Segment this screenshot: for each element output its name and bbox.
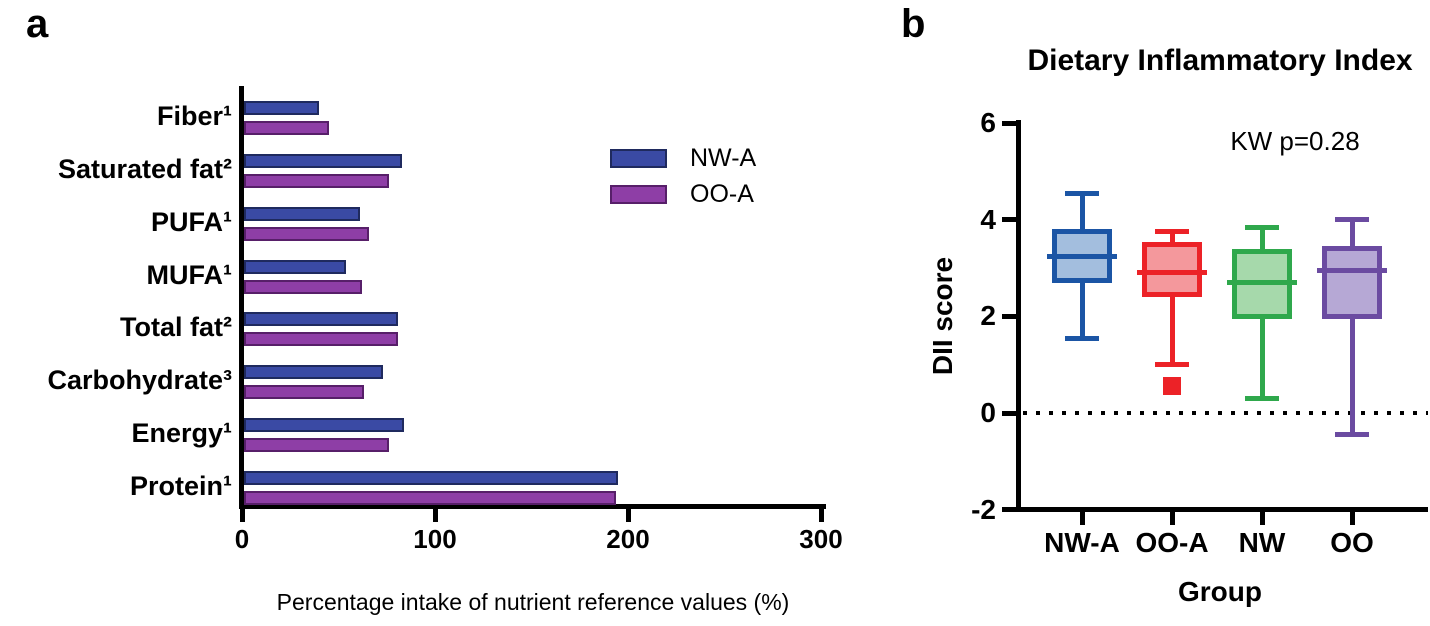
box-oo-a-outlier-0 (1163, 377, 1181, 396)
bar-category-label-carbohydrate: Carbohydrate³ (47, 365, 232, 396)
bar-nw-a-pufa (244, 206, 360, 221)
box-nw-cap-lower (1245, 396, 1279, 401)
bar-oo-a-mufa (244, 279, 362, 294)
box-oo-a-cap-upper (1155, 229, 1189, 235)
box-oo-a-median (1137, 270, 1207, 276)
bar-x-tick-label-0: 0 (234, 524, 250, 554)
box-y-axis (1016, 120, 1021, 512)
bar-x-axis (239, 504, 826, 509)
bar-x-tick-label-200: 200 (606, 524, 650, 554)
box-nw-whisker-lower (1259, 318, 1265, 399)
box-y-tick-label-2: 2 (980, 300, 996, 332)
bar-y-axis (239, 86, 244, 509)
bar-nw-a-protein (244, 470, 619, 485)
bar-nw-a-saturated-fat (244, 153, 403, 168)
box-oo-a-whisker-upper (1169, 231, 1175, 242)
box-x-tick-nw-a (1079, 512, 1085, 525)
box-x-tick-oo-a (1169, 512, 1175, 525)
box-y-tick-6 (1002, 120, 1016, 126)
bar-category-label-fiber: Fiber¹ (156, 101, 232, 131)
box-y-tick-0 (1002, 410, 1016, 416)
box-nw-a-cap-upper (1065, 190, 1099, 196)
box-x-axis-title: Group (1178, 576, 1262, 607)
box-y-tick-2 (1002, 507, 1016, 513)
bar-x-tick-label-100: 100 (413, 524, 457, 554)
box-oo-whisker-upper (1349, 219, 1355, 247)
legend-label-oo-a: OO-A (690, 180, 754, 208)
bar-nw-a-fiber (244, 101, 320, 115)
bar-oo-a-saturated-fat (244, 173, 389, 188)
box-nw-a-whisker-lower (1079, 282, 1085, 339)
box-nw-whisker-upper (1259, 227, 1265, 249)
box-oo-body (1322, 246, 1382, 319)
bar-oo-a-protein (244, 490, 617, 505)
box-oo-a-whisker-lower (1169, 297, 1175, 365)
box-y-tick-label-2: -2 (971, 493, 996, 525)
box-nw-cap-upper (1245, 224, 1279, 230)
box-group-label-nw-a: NW-A (1044, 527, 1120, 558)
bar-category-label-pufa: PUFA¹ (151, 206, 232, 237)
box-group-label-nw: NW (1238, 527, 1286, 558)
bar-x-tick-200 (625, 508, 631, 522)
legend-swatch-nw-a (610, 149, 667, 168)
box-x-tick-nw (1259, 512, 1265, 525)
bar-nw-a-total-fat (244, 312, 399, 327)
panel-a-letter: a (26, 2, 49, 46)
bar-category-label-protein: Protein¹ (129, 470, 232, 501)
box-oo-cap-lower (1335, 432, 1369, 438)
box-group-label-oo: OO (1330, 527, 1374, 558)
box-y-tick-2 (1002, 313, 1016, 319)
box-x-axis (1016, 507, 1428, 512)
box-y-tick-4 (1002, 217, 1016, 223)
box-oo-a-body (1142, 241, 1202, 298)
bar-oo-a-carbohydrate (244, 385, 364, 400)
bar-category-label-energy: Energy¹ (131, 418, 232, 449)
box-nw-median (1227, 280, 1297, 286)
box-oo-median (1317, 268, 1387, 273)
box-oo-whisker-lower (1349, 318, 1355, 435)
box-oo-a-cap-lower (1155, 362, 1189, 368)
bar-nw-a-energy (244, 418, 405, 433)
box-nw-a-median (1047, 253, 1117, 259)
bar-category-label-saturated-fat: Saturated fat² (57, 153, 232, 184)
box-nw-a-whisker-upper (1079, 193, 1085, 230)
bar-oo-a-energy (244, 438, 389, 453)
bar-nw-a-mufa (244, 259, 347, 274)
bar-oo-a-pufa (244, 226, 370, 241)
bar-category-label-total-fat: Total fat² (120, 312, 232, 343)
bar-x-tick-300 (818, 508, 824, 522)
legend-label-nw-a: NW-A (690, 144, 757, 172)
bar-x-axis-title: Percentage intake of nutrient reference … (276, 589, 790, 615)
bar-x-tick-0 (239, 508, 245, 522)
box-oo-cap-upper (1335, 217, 1369, 223)
box-x-tick-oo (1349, 512, 1355, 525)
kw-annotation: KW p=0.28 (1230, 126, 1360, 156)
bar-category-label-mufa: MUFA¹ (146, 259, 232, 290)
box-y-tick-label-4: 4 (980, 203, 996, 235)
bar-x-tick-label-300: 300 (799, 524, 843, 554)
bar-nw-a-carbohydrate (244, 365, 383, 380)
zero-reference-line (1023, 411, 1428, 415)
box-group-label-oo-a: OO-A (1135, 527, 1209, 558)
box-y-tick-label-0: 0 (980, 397, 996, 428)
box-y-tick-label-6: 6 (980, 107, 996, 139)
box-nw-a-cap-lower (1065, 335, 1099, 341)
panel-b-letter: b (901, 2, 926, 46)
legend-swatch-oo-a (610, 185, 667, 204)
bar-oo-a-total-fat (244, 332, 399, 347)
bar-oo-a-fiber (244, 121, 329, 135)
box-plot-title: Dietary Inflammatory Index (1027, 44, 1413, 77)
bar-x-tick-100 (432, 508, 438, 522)
